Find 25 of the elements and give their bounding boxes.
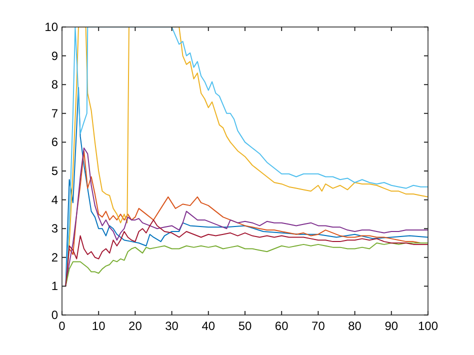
x-tick-label: 100 <box>418 319 438 333</box>
line-series <box>65 86 428 287</box>
y-tick-label: 8 <box>51 78 58 92</box>
line-series <box>65 242 428 287</box>
y-tick-label: 0 <box>51 308 58 322</box>
y-tick-label: 7 <box>51 106 58 120</box>
y-tick-label: 1 <box>51 279 58 294</box>
y-tick-label: 4 <box>51 192 58 207</box>
x-tick-label: 40 <box>202 319 216 333</box>
y-tick-label: 3 <box>51 222 58 236</box>
x-tick-label: 10 <box>92 319 106 333</box>
x-tick-label: 70 <box>312 319 326 333</box>
y-tick-label: 10 <box>44 20 58 34</box>
y-tick-label: 2 <box>51 250 58 264</box>
x-tick-label: 30 <box>165 319 179 333</box>
y-tick-label: 5 <box>51 164 58 178</box>
line-series <box>65 27 428 287</box>
x-tick-label: 20 <box>128 319 142 333</box>
y-tick-label: 9 <box>51 48 58 63</box>
x-tick-label: 50 <box>238 319 252 333</box>
x-tick-label: 60 <box>274 319 289 333</box>
line-series <box>65 219 428 287</box>
y-tick-label: 6 <box>51 135 58 150</box>
x-tick-label: 90 <box>384 319 398 333</box>
x-tick-label: 80 <box>348 319 362 333</box>
